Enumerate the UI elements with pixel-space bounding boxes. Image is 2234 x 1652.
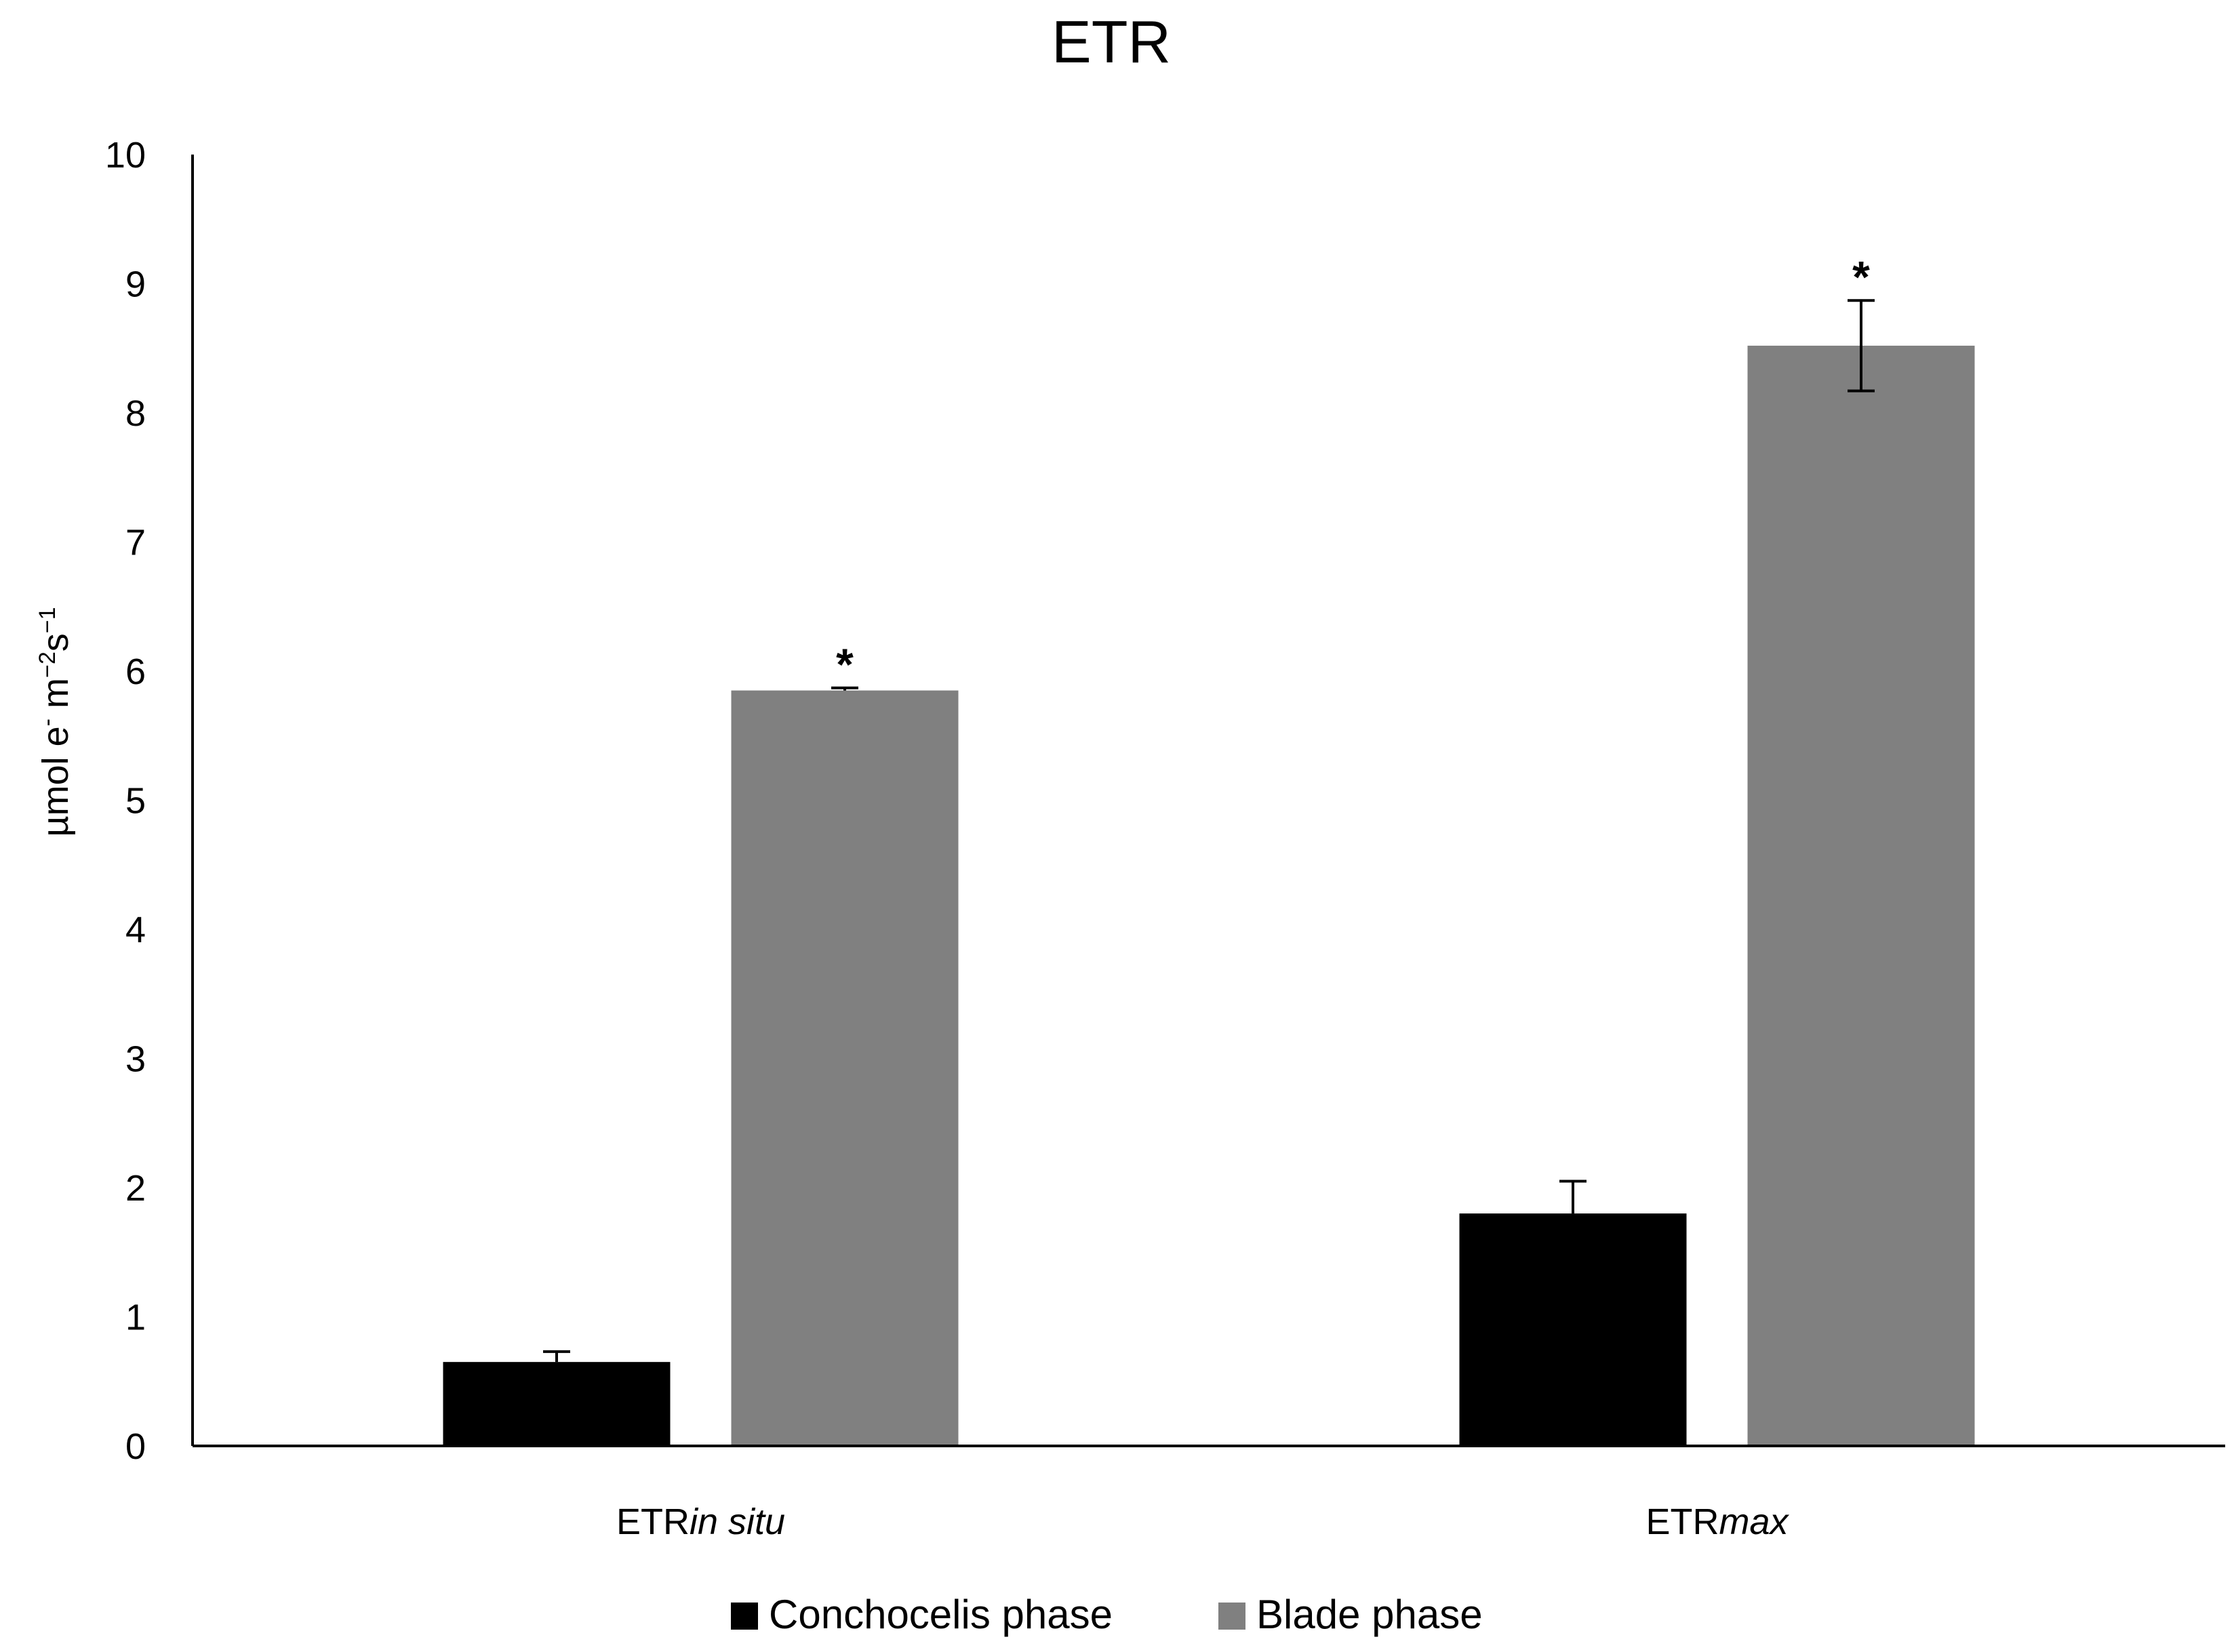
y-axis-label-base: µmol e	[35, 726, 76, 837]
error-bars	[543, 299, 1875, 1363]
x-category-label-italic: max	[1719, 1502, 1789, 1542]
y-tick-label: 5	[125, 781, 146, 822]
x-category-label-italic: in situ	[690, 1502, 785, 1542]
bar	[443, 1362, 671, 1446]
y-tick-label: 6	[125, 651, 146, 692]
y-tick-label: 4	[125, 910, 146, 950]
chart-title: ETR	[1052, 8, 1171, 75]
x-category-label: ETRmax	[1645, 1502, 1789, 1542]
significance-mark: *	[1852, 251, 1870, 302]
x-category-label-prefix: ETR	[616, 1502, 690, 1542]
y-tick-label: 8	[125, 393, 146, 434]
y-axis-label-sup2: −2	[35, 651, 60, 678]
y-tick-label: 7	[125, 523, 146, 563]
y-tick-labels: 0 1 2 3 4 5 6 7 8 9 10	[105, 135, 146, 1467]
y-axis-label: µmol e- m−2s−1	[35, 607, 76, 837]
bars	[443, 345, 1975, 1447]
y-tick-label: 2	[125, 1168, 146, 1209]
x-category-label: ETRin situ	[616, 1502, 785, 1542]
x-category-label-prefix: ETR	[1645, 1502, 1719, 1542]
legend-swatch	[1218, 1603, 1245, 1630]
y-tick-label: 1	[125, 1297, 146, 1338]
significance-mark: *	[836, 639, 854, 689]
y-axis-label-mid1: m	[35, 678, 76, 719]
significance-marks: **	[836, 251, 1870, 689]
y-tick-label: 9	[125, 264, 146, 305]
y-axis-label-group: µmol e- m−2s−1	[35, 607, 76, 837]
legend-label: Conchocelis phase	[769, 1592, 1113, 1637]
bar	[1459, 1213, 1687, 1446]
legend-label: Blade phase	[1256, 1592, 1483, 1637]
bar	[731, 690, 959, 1447]
legend: Conchocelis phase Blade phase	[731, 1592, 1483, 1637]
y-axis-label-sup1: -	[35, 719, 60, 726]
bar	[1747, 345, 1975, 1447]
y-axis-label-sup3: −1	[35, 607, 60, 633]
y-axis-label-mid2: s	[35, 633, 76, 651]
y-tick-label: 10	[105, 135, 146, 176]
y-tick-label: 3	[125, 1039, 146, 1080]
y-tick-label: 0	[125, 1426, 146, 1467]
legend-swatch	[731, 1603, 758, 1630]
x-category-labels: ETRin situ ETRmax	[616, 1502, 1790, 1542]
